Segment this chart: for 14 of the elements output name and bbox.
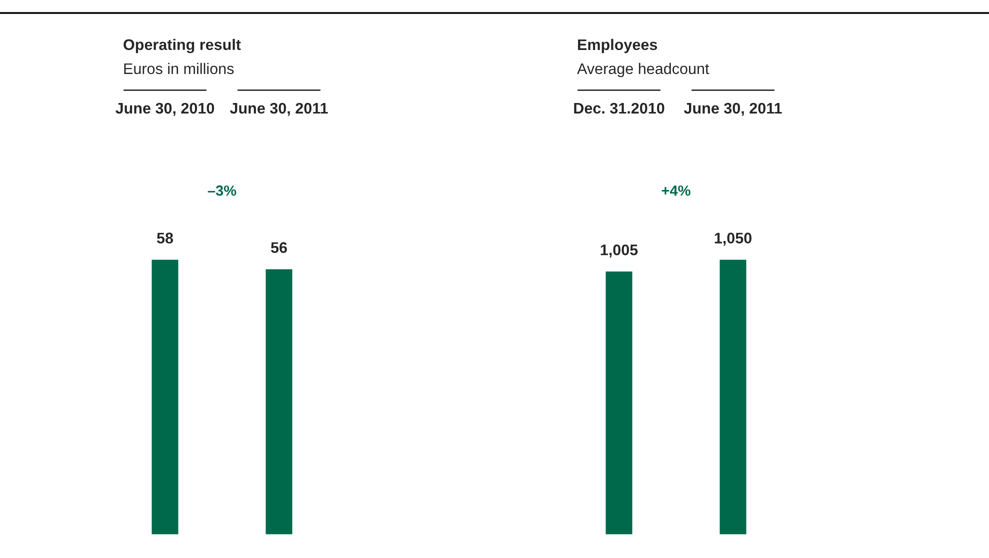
text: –3% [208,185,236,196]
data-label: 58 [156,232,174,244]
x-tick-label: June 30, 2010 [116,102,214,116]
data-label: 1,050 [714,232,752,246]
chart-title: Operating result [124,38,241,54]
chart-subtitle: Euros in millions [124,62,234,74]
chart-title: Employees [578,38,658,54]
x-tick-label: Dec. 31.2010 [574,102,664,114]
x-tick-label: June 30, 2011 [230,102,328,116]
data-label: 56 [270,242,287,253]
x-tick-label: June 30, 2011 [684,102,782,116]
data-label: 1,005 [600,244,638,258]
text: +4% [662,185,690,196]
chart-subtitle: Average headcount [577,62,710,78]
